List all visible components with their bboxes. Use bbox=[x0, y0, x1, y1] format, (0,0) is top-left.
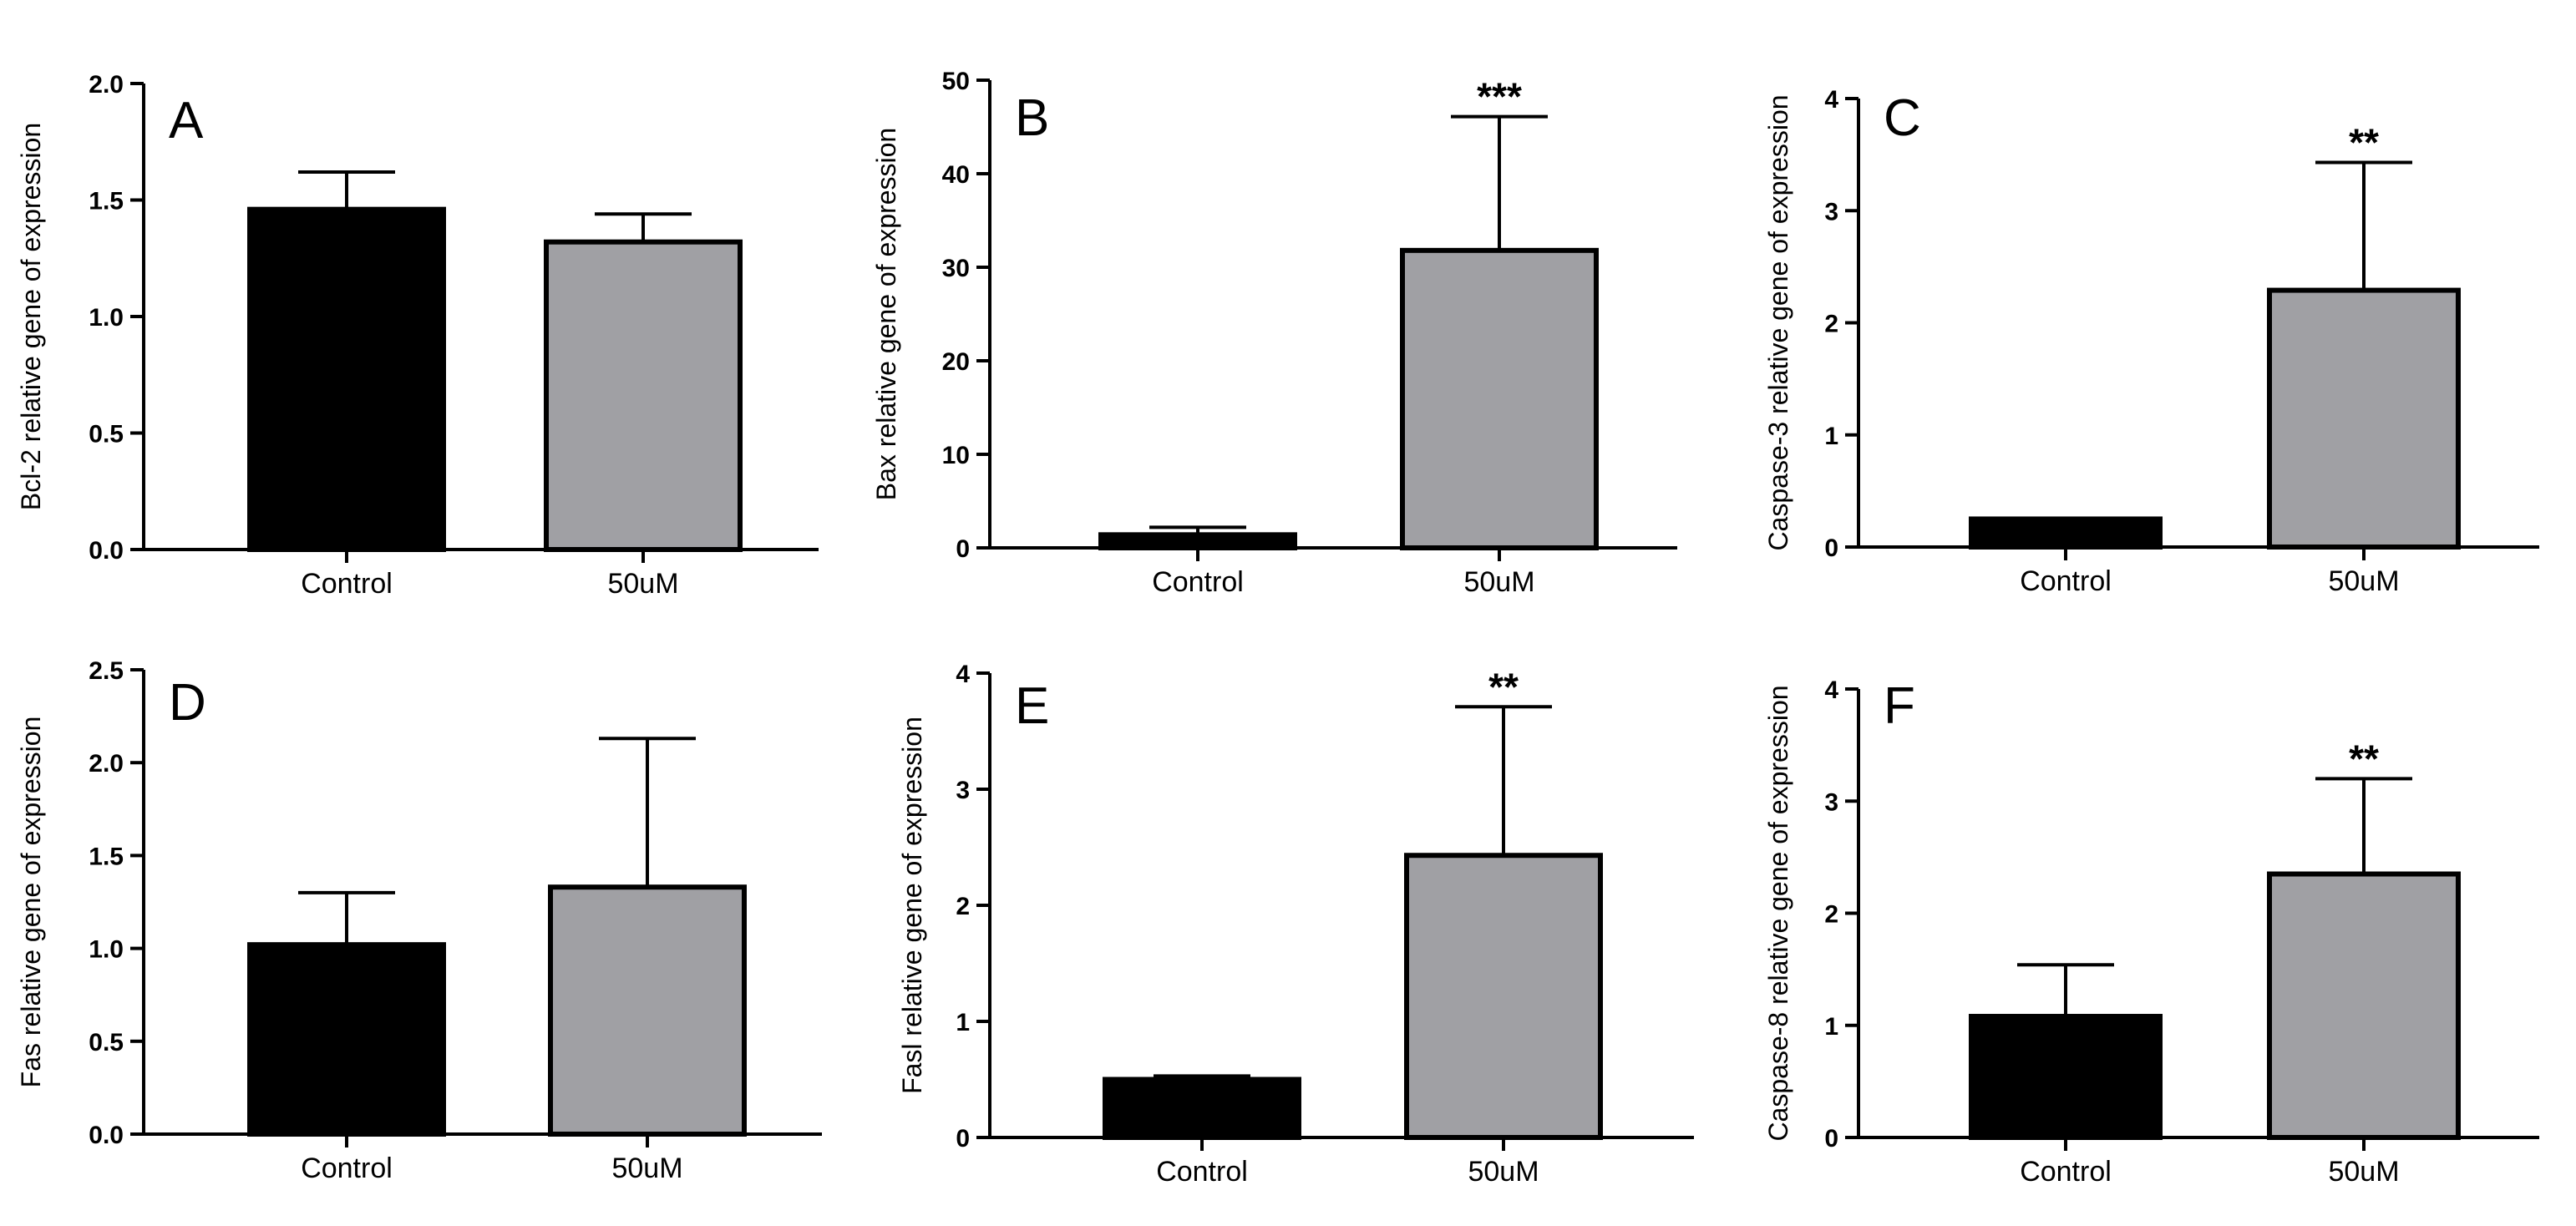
x-category-label: Control bbox=[301, 568, 393, 600]
y-axis-title: Caspase-8 relative gene of expression bbox=[1763, 685, 1793, 1141]
y-tick-label: 3 bbox=[956, 777, 970, 804]
panel-letter: F bbox=[1884, 677, 1915, 735]
panel-letter: C bbox=[1884, 89, 1921, 147]
panel-letter: E bbox=[1015, 677, 1049, 735]
bar-50um bbox=[1404, 853, 1603, 1140]
y-tick-label: 4 bbox=[956, 661, 970, 688]
bar-control bbox=[1098, 532, 1297, 551]
y-axis-title: Fasl relative gene of expression bbox=[897, 717, 927, 1094]
y-tick-label: 0 bbox=[956, 535, 970, 563]
bar-control bbox=[1103, 1077, 1301, 1140]
x-category-label: 50uM bbox=[611, 1153, 682, 1184]
significance-marker: ** bbox=[2349, 737, 2379, 780]
y-axis-title: Caspase-3 relative gene of expression bbox=[1763, 94, 1793, 550]
significance-marker: ** bbox=[1488, 665, 1519, 708]
panel-letter: D bbox=[169, 674, 206, 732]
bar-control bbox=[247, 942, 446, 1137]
y-tick-label: 2 bbox=[1824, 311, 1838, 338]
y-tick-label: 1.0 bbox=[89, 304, 124, 332]
y-tick-label: 0 bbox=[1824, 534, 1838, 562]
bar-50um bbox=[2267, 287, 2461, 550]
y-tick-label: 1.0 bbox=[89, 936, 124, 964]
x-category-label: 50uM bbox=[607, 568, 678, 600]
y-tick-label: 40 bbox=[942, 161, 970, 189]
panel-e-fasl: 0 1 2 3 4 Fasl relative gene of expression E Co… bbox=[897, 661, 1694, 1188]
y-tick-label: 0 bbox=[956, 1125, 970, 1153]
y-tick-label: 1.5 bbox=[89, 188, 124, 215]
y-tick-label: 2.0 bbox=[89, 750, 124, 778]
bar-control bbox=[1969, 516, 2163, 550]
panel-b-bax: 0 10 20 30 40 50 Bax relative gene of expressi… bbox=[871, 68, 1677, 598]
y-axis-title: Bax relative gene of expression bbox=[871, 128, 901, 500]
y-tick-label: 1 bbox=[1824, 1013, 1838, 1041]
y-tick-label: 0.0 bbox=[89, 1122, 124, 1149]
y-tick-label: 0.5 bbox=[89, 1029, 124, 1056]
y-tick-label: 30 bbox=[942, 255, 970, 282]
y-tick-label: 1 bbox=[956, 1009, 970, 1036]
panel-letter: A bbox=[169, 92, 204, 149]
y-tick-label: 2.0 bbox=[89, 71, 124, 99]
bar-control bbox=[1969, 1014, 2163, 1141]
y-tick-label: 2.5 bbox=[89, 657, 124, 685]
x-category-label: 50uM bbox=[1468, 1156, 1539, 1188]
y-tick-label: 0 bbox=[1824, 1125, 1838, 1153]
panel-c-caspase3: 0 1 2 3 4 Caspase-3 relative gene of expressi… bbox=[1763, 86, 2539, 597]
x-category-label: 50uM bbox=[2328, 1156, 2399, 1188]
y-axis-title: Bcl-2 relative gene of expression bbox=[16, 123, 46, 510]
bar-50um bbox=[1400, 247, 1599, 550]
y-tick-label: 2 bbox=[956, 893, 970, 920]
x-category-label: Control bbox=[1156, 1156, 1248, 1188]
y-tick-label: 0.5 bbox=[89, 421, 124, 448]
panel-a-bcl2: 0.0 0.5 1.0 1.5 2.0 Bcl-2 relative gene of ex… bbox=[16, 71, 819, 600]
y-axis-title: Fas relative gene of expression bbox=[16, 717, 46, 1088]
panel-letter: B bbox=[1015, 89, 1049, 147]
x-category-label: Control bbox=[2020, 1156, 2112, 1188]
y-tick-label: 1.5 bbox=[89, 843, 124, 870]
y-tick-label: 3 bbox=[1824, 198, 1838, 225]
y-tick-label: 4 bbox=[1824, 86, 1838, 114]
y-tick-label: 3 bbox=[1824, 788, 1838, 816]
y-tick-label: 4 bbox=[1824, 676, 1838, 704]
x-category-label: Control bbox=[301, 1153, 393, 1184]
y-tick-label: 0.0 bbox=[89, 537, 124, 565]
x-category-label: 50uM bbox=[1463, 566, 1534, 598]
y-tick-label: 50 bbox=[942, 68, 970, 95]
y-tick-label: 2 bbox=[1824, 901, 1838, 929]
y-tick-label: 10 bbox=[942, 442, 970, 469]
x-category-label: Control bbox=[2020, 565, 2112, 597]
panel-f-caspase8: 0 1 2 3 4 Caspase-8 relative gene of expressi… bbox=[1763, 676, 2539, 1188]
panel-d-fas: 0.0 0.5 1.0 1.5 2.0 2.5 Fas relative gene of e… bbox=[16, 657, 822, 1184]
bar-50um bbox=[544, 239, 743, 552]
significance-marker: *** bbox=[1477, 75, 1522, 119]
bar-50um bbox=[2267, 871, 2461, 1140]
x-category-label: Control bbox=[1152, 566, 1244, 598]
x-category-label: 50uM bbox=[2328, 565, 2399, 597]
y-tick-label: 20 bbox=[942, 348, 970, 376]
bar-control bbox=[247, 206, 446, 552]
y-tick-label: 1 bbox=[1824, 423, 1838, 450]
significance-marker: ** bbox=[2349, 121, 2379, 165]
bar-50um bbox=[548, 884, 747, 1137]
